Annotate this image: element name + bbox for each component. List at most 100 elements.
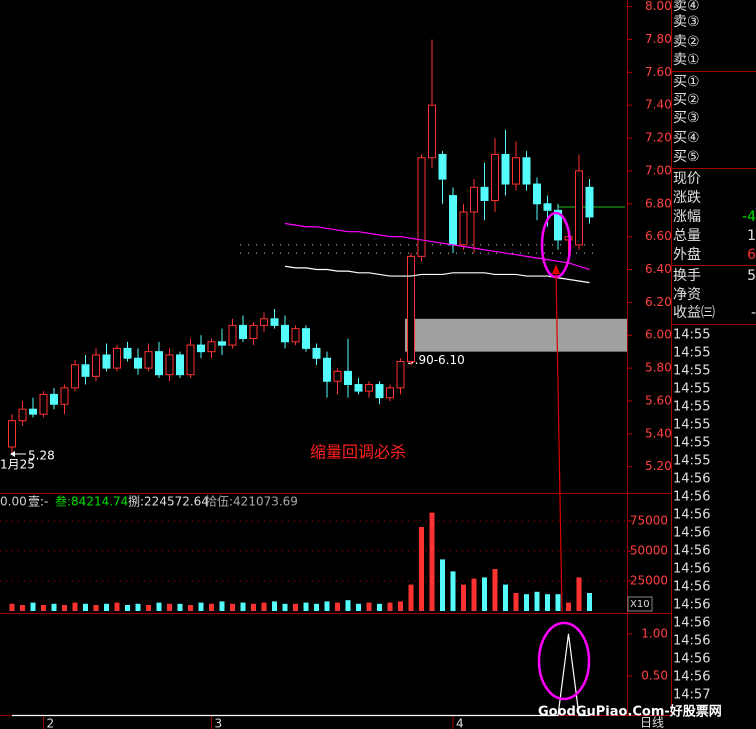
trade-time: 14:55 — [673, 436, 710, 451]
volume-bar — [587, 593, 592, 611]
y-tick-label: 8.00 — [645, 0, 672, 13]
y-tick-label: 5.60 — [645, 393, 672, 407]
candle-body — [512, 157, 520, 185]
candle-body — [8, 420, 16, 448]
quote-value: 1 — [747, 228, 756, 244]
candle-body — [207, 341, 216, 353]
trade-time: 14:55 — [673, 328, 710, 343]
trade-time: 14:55 — [673, 364, 710, 379]
candle-body — [144, 351, 153, 369]
volume-bar — [30, 602, 36, 611]
quote-label: 卖② — [673, 34, 700, 50]
candle-body — [417, 157, 426, 257]
quote-label: 买② — [673, 92, 700, 108]
watermark: GoodGuPiao.Com-好股票网 — [538, 704, 722, 720]
volume-bar — [398, 601, 403, 611]
indicator-line — [12, 633, 590, 717]
candle-body — [186, 344, 195, 376]
candle-body — [312, 347, 321, 359]
candle-body — [428, 104, 436, 159]
trade-time: 14:56 — [673, 562, 710, 577]
trade-time: 14:56 — [673, 490, 710, 505]
x-tick-label: 3 — [215, 717, 223, 729]
volume-bar — [209, 603, 214, 611]
volume-bar — [219, 601, 225, 611]
low-label: 5.28 — [28, 449, 55, 463]
volume-bar — [83, 603, 88, 611]
volume-bar — [303, 602, 309, 611]
candle-body — [449, 195, 457, 246]
volume-bar — [513, 593, 519, 611]
candle-body — [344, 370, 352, 386]
candle-body — [522, 157, 531, 185]
quote-label: 买③ — [673, 110, 700, 126]
y-tick-label: 6.80 — [645, 196, 672, 210]
trade-time: 14:56 — [673, 526, 710, 541]
quote-label: 涨跌 — [673, 190, 701, 206]
volume-bar — [51, 603, 57, 611]
candle-body — [260, 318, 268, 326]
candle-body — [60, 387, 69, 405]
volume-bar — [41, 605, 46, 611]
candle-body — [123, 347, 132, 359]
candle-body — [480, 186, 489, 201]
volume-bar — [146, 605, 151, 611]
quote-label: 卖③ — [673, 14, 700, 30]
y-tick-label: 6.00 — [645, 328, 672, 342]
volume-header: 捌:224572.64 — [128, 494, 209, 509]
quote-label: 卖① — [673, 52, 700, 68]
candle-body — [585, 186, 594, 218]
arrow — [555, 271, 563, 613]
candle-body — [365, 384, 373, 392]
volume-bar — [167, 603, 172, 611]
quote-value: -4 — [742, 209, 756, 225]
candle-body — [39, 393, 48, 415]
volume-bar — [62, 605, 67, 611]
candle-body — [543, 203, 552, 211]
highlight-ellipse — [537, 621, 591, 701]
candle-body — [134, 357, 142, 369]
candle-body — [50, 393, 58, 405]
period-label: 日线 — [640, 716, 664, 729]
y-tick-label: 6.20 — [645, 295, 672, 309]
y-tick-label: 7.20 — [645, 131, 672, 145]
volume-bar — [335, 602, 340, 611]
annotation: 缩量回调必杀 — [310, 443, 406, 462]
volume-bar — [104, 603, 109, 611]
candle-body — [165, 354, 174, 376]
trade-time: 14:56 — [673, 652, 710, 667]
trade-time: 14:55 — [673, 400, 710, 415]
volume-bar — [293, 603, 298, 611]
volume-header: 叁:84214.74 — [55, 494, 128, 509]
volume-bar — [408, 584, 414, 611]
candle-body — [29, 408, 37, 415]
volume-bar — [188, 605, 193, 611]
band-label: 5.90-6.10 — [407, 353, 465, 367]
y-tick-label: 5.80 — [645, 361, 672, 375]
volume-bar — [135, 603, 141, 611]
unit-box — [627, 596, 653, 612]
candle-body — [71, 364, 79, 389]
volume-bar — [524, 594, 529, 611]
volume-bar — [555, 594, 561, 611]
trade-time: 14:56 — [673, 616, 710, 631]
candle-body — [228, 324, 237, 346]
quote-label: 总量 — [673, 228, 701, 244]
volume-header: 壹:- — [28, 495, 48, 509]
quote-label: 外盘 — [673, 246, 701, 263]
volume-header: 0.00 — [0, 495, 27, 509]
volume-bar — [419, 527, 424, 611]
candle-body — [491, 153, 499, 201]
arrow-head — [552, 264, 560, 274]
trade-time: 14:56 — [673, 670, 710, 685]
low-arrow-head — [10, 451, 15, 457]
volume-bar — [482, 577, 487, 611]
volume-bar — [230, 603, 235, 611]
volume-bar — [356, 603, 361, 611]
volume-bar — [545, 594, 550, 611]
trade-time: 14:56 — [673, 634, 710, 649]
x-tick-label: 4 — [456, 717, 464, 729]
candle-body — [501, 153, 510, 185]
